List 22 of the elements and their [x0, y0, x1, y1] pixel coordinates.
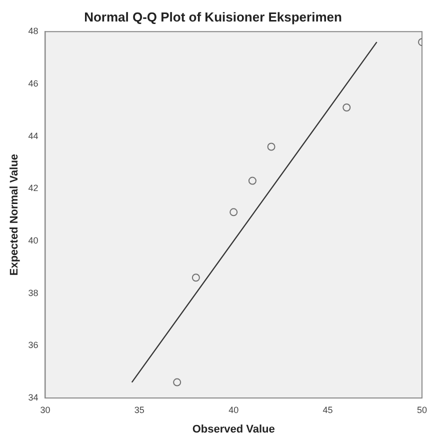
- point: [192, 274, 200, 282]
- point: [248, 176, 256, 185]
- chart-title: Normal Q-Q Plot of Kuisioner Eksperimen: [84, 9, 342, 24]
- point: [267, 142, 276, 151]
- y-tick-label: 42: [28, 183, 38, 194]
- point: [342, 103, 351, 112]
- point: [173, 378, 182, 386]
- point: [230, 208, 238, 216]
- y-axis-title: Expected Normal Value: [8, 154, 21, 276]
- y-tick-label: 46: [28, 78, 38, 88]
- y-tick-label: 48: [28, 26, 38, 36]
- y-tick-label: 36: [28, 340, 38, 350]
- x-tick-label: 35: [134, 404, 144, 415]
- y-tick-label: 44: [28, 130, 38, 141]
- y-tick-label: 38: [28, 288, 38, 298]
- y-tick-label: 40: [28, 235, 38, 246]
- y-tick-label: 34: [28, 392, 38, 402]
- x-tick-label: 45: [322, 404, 333, 415]
- x-tick-label: 50: [416, 404, 428, 415]
- x-axis-title: Observed Value: [192, 423, 275, 436]
- x-tick-label: 40: [228, 404, 239, 415]
- x-tick-label: 30: [40, 404, 50, 415]
